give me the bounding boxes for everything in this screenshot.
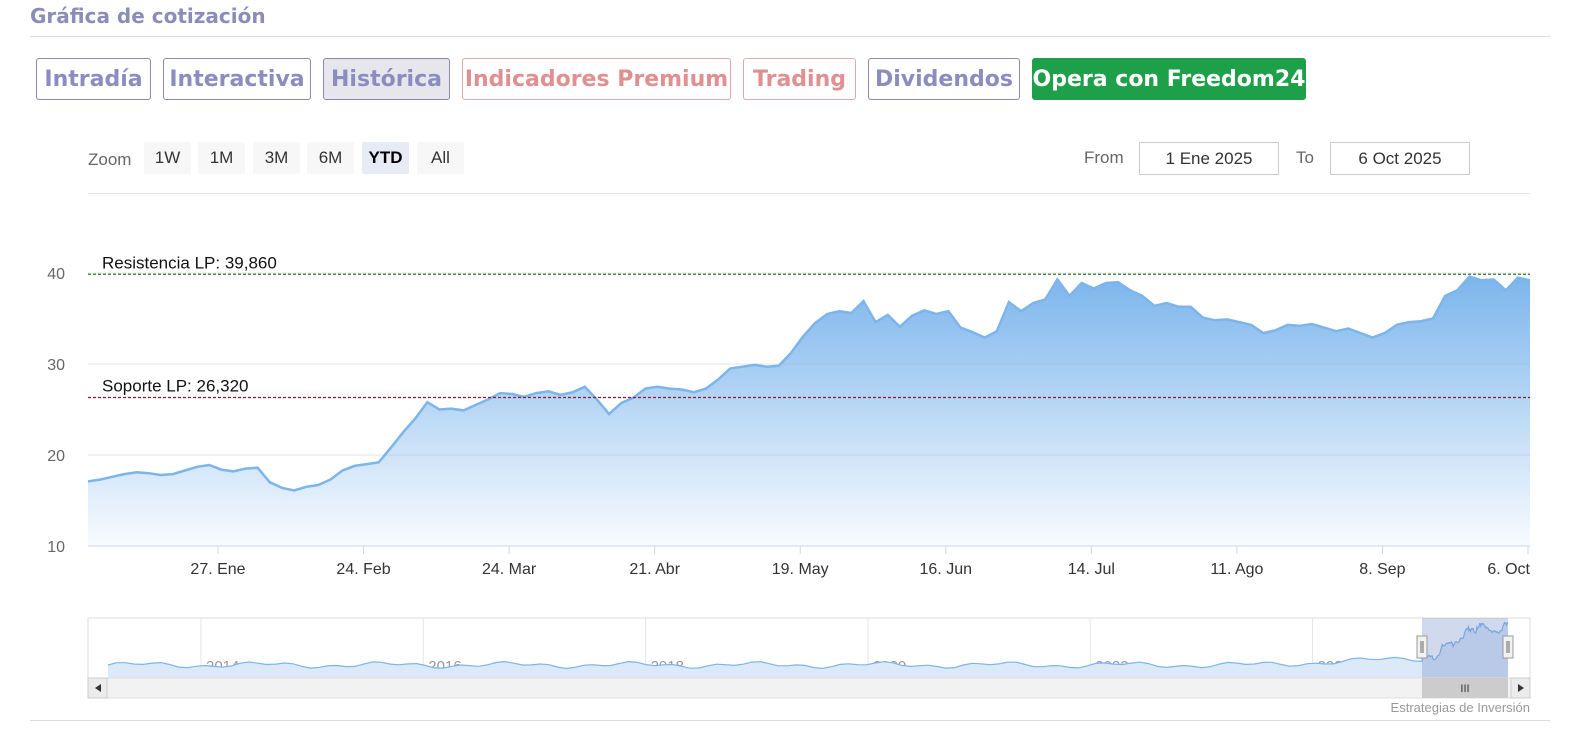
navigator-year-label: 2016: [428, 658, 461, 675]
x-axis: 27. Ene 24. Feb 24. Mar 21. Abr 19. May 16. J…: [88, 545, 1531, 578]
opera-freedom24-button[interactable]: Opera con Freedom24: [1032, 58, 1306, 100]
y-tick-label: 40: [47, 266, 65, 283]
zoom-6m-button[interactable]: 6M: [307, 142, 354, 174]
navigator-left-handle: [1416, 635, 1428, 659]
bottom-divider: [30, 720, 1550, 721]
support-label: Soporte LP: 26,320: [102, 376, 249, 395]
title-divider: [30, 36, 1550, 37]
tab-interactiva[interactable]: Interactiva: [163, 58, 311, 100]
range-divider: [88, 193, 1530, 194]
scrollbar: III: [87, 677, 1531, 699]
navigator-frame: [87, 617, 1531, 679]
scroll-left-button: [87, 677, 108, 699]
y-axis-labels: 10 20 30 40: [47, 266, 65, 556]
zoom-ytd-button[interactable]: YTD: [362, 142, 409, 174]
resistance-label: Resistencia LP: 39,860: [102, 253, 277, 272]
x-tick-label: 27. Ene: [190, 561, 245, 578]
tab-trading[interactable]: Trading: [743, 58, 856, 100]
navigator-right-handle: [1502, 635, 1514, 659]
credits-text: Estrategias de Inversión: [1390, 700, 1530, 715]
scrollbar-track: [87, 677, 1531, 699]
scrollbar-grip: III: [1460, 683, 1469, 695]
x-tick-label: 21. Abr: [629, 561, 680, 578]
navigator-line: [107, 621, 1509, 670]
navigator-year-label: 2014: [206, 658, 239, 675]
zoom-all-button[interactable]: All: [417, 142, 464, 174]
to-label: To: [1296, 148, 1314, 167]
navigator-area: [108, 622, 1508, 678]
x-tick-label: 16. Jun: [920, 561, 972, 578]
x-tick-label: 14. Jul: [1068, 561, 1115, 578]
tab-intradia[interactable]: Intradía: [36, 58, 151, 100]
x-tick-label: 11. Ago: [1210, 561, 1263, 578]
navigator-year-label: 2024: [1318, 658, 1351, 675]
x-tick-label: 19. May: [772, 561, 829, 578]
zoom-1w-button[interactable]: 1W: [144, 142, 191, 174]
scroll-right-button: [1510, 677, 1531, 699]
price-area: [88, 276, 1530, 546]
annotations: Resistencia LP: 39,860 Soporte LP: 26,320: [88, 253, 1530, 399]
navigator-year-labels: 2014 2016 2018 2020 2022 2024: [206, 658, 1351, 675]
tab-dividendos[interactable]: Dividendos: [868, 58, 1020, 100]
zoom-label: Zoom: [88, 150, 132, 169]
price-line: [87, 275, 1531, 492]
tab-historica[interactable]: Histórica: [323, 58, 450, 100]
navigator-year-label: 2018: [651, 658, 684, 675]
navigator: 2014 2016 2018 2020 2022 2024: [87, 617, 1531, 679]
zoom-3m-button[interactable]: 3M: [253, 142, 300, 174]
y-tick-label: 30: [47, 357, 65, 374]
x-tick-label: 24. Mar: [482, 561, 537, 578]
navigator-selection: [1422, 618, 1508, 678]
navigator-grid: [200, 618, 1313, 678]
x-tick-label: 24. Feb: [336, 561, 390, 578]
navigator-year-label: 2022: [1095, 658, 1128, 675]
navigator-year-label: 2020: [873, 658, 906, 675]
chart-grid: [88, 272, 1530, 456]
x-tick-label: 8. Sep: [1359, 561, 1405, 578]
scrollbar-thumb: [1422, 678, 1508, 698]
arrow-left-icon: [95, 684, 101, 692]
x-tick-label: 6. Oct: [1487, 561, 1530, 578]
from-label: From: [1084, 148, 1124, 167]
from-date-input[interactable]: [1139, 142, 1279, 175]
y-tick-label: 20: [47, 448, 65, 465]
section-title: Gráfica de cotización: [30, 4, 266, 28]
y-tick-label: 10: [47, 539, 65, 556]
zoom-1m-button[interactable]: 1M: [198, 142, 245, 174]
to-date-input[interactable]: [1330, 142, 1470, 175]
tab-indicadores-premium[interactable]: Indicadores Premium: [462, 58, 731, 100]
arrow-right-icon: [1518, 684, 1524, 692]
